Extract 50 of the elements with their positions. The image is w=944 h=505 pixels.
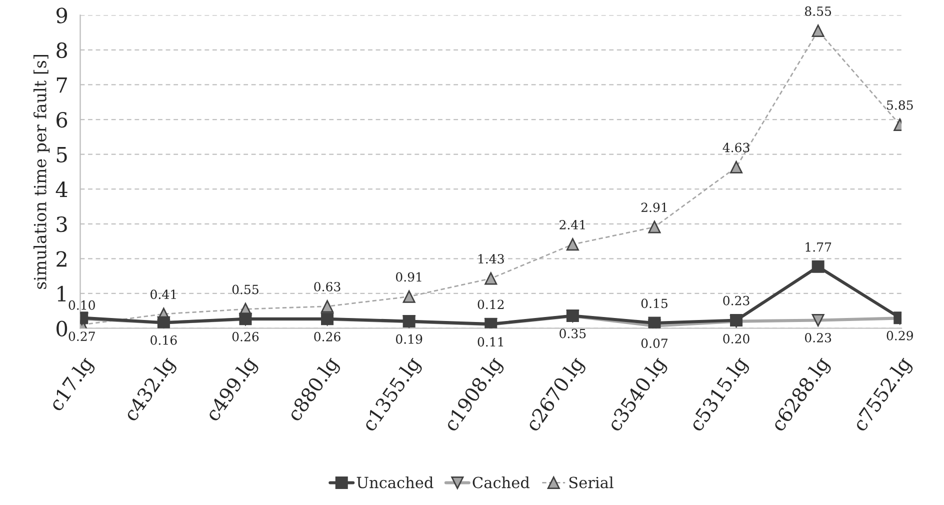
- data-label: 0.41: [150, 290, 176, 300]
- y-tick-label: 2: [56, 251, 66, 267]
- data-label: 0.63: [314, 282, 340, 292]
- point: [321, 300, 334, 313]
- legend-label: Uncached: [356, 476, 434, 488]
- data-label: 0.91: [396, 272, 422, 282]
- y-tick-label: 9: [56, 8, 68, 24]
- y-tick-label: 7: [56, 77, 67, 93]
- point: [402, 290, 416, 303]
- data-label: 0.23: [723, 296, 750, 306]
- data-label: 0.10: [68, 300, 95, 310]
- y-tick-label: 3: [56, 216, 67, 232]
- point: [812, 24, 824, 38]
- point: [812, 260, 824, 273]
- data-label: 2.91: [641, 202, 667, 212]
- y-tick-label: 6: [56, 112, 68, 128]
- data-label: 0.55: [232, 284, 258, 294]
- data-label: 0.19: [396, 334, 422, 344]
- legend-label: Serial: [569, 476, 614, 488]
- y-tick-label: 1: [58, 286, 66, 302]
- data-label: 0.26: [314, 332, 340, 342]
- data-label: 5.85: [887, 100, 913, 110]
- y-axis-title: simulation time per fault [s]: [33, 54, 50, 289]
- data-label: 0.26: [232, 332, 259, 342]
- data-label: 0.15: [641, 298, 668, 308]
- data-label: 0.07: [641, 338, 668, 348]
- y-tick-label: 8: [56, 42, 68, 58]
- data-label: 0.23: [804, 332, 832, 342]
- y-tick-label: 0: [56, 320, 68, 336]
- y-tick-label: 4: [56, 182, 68, 198]
- point: [484, 272, 498, 285]
- point: [648, 316, 661, 328]
- data-label: 1.77: [806, 242, 832, 252]
- data-label: 2.41: [560, 220, 585, 230]
- data-label: 1.43: [478, 254, 504, 264]
- data-label: 0.12: [478, 300, 504, 310]
- data-label: 0.20: [723, 334, 750, 344]
- point: [566, 238, 579, 251]
- data-label: 8.55: [805, 6, 832, 16]
- data-label: 0.27: [68, 332, 95, 342]
- point: [812, 314, 824, 326]
- point: [648, 220, 661, 234]
- legend-label: Cached: [472, 476, 530, 488]
- y-tick-label: 5: [56, 147, 67, 163]
- data-label: 0.35: [560, 328, 586, 338]
- data-label: 0.29: [886, 330, 913, 340]
- point: [730, 160, 743, 174]
- data-label: 4.63: [722, 142, 750, 152]
- data-label: 0.11: [478, 337, 504, 347]
- data-label: 0.16: [150, 335, 177, 345]
